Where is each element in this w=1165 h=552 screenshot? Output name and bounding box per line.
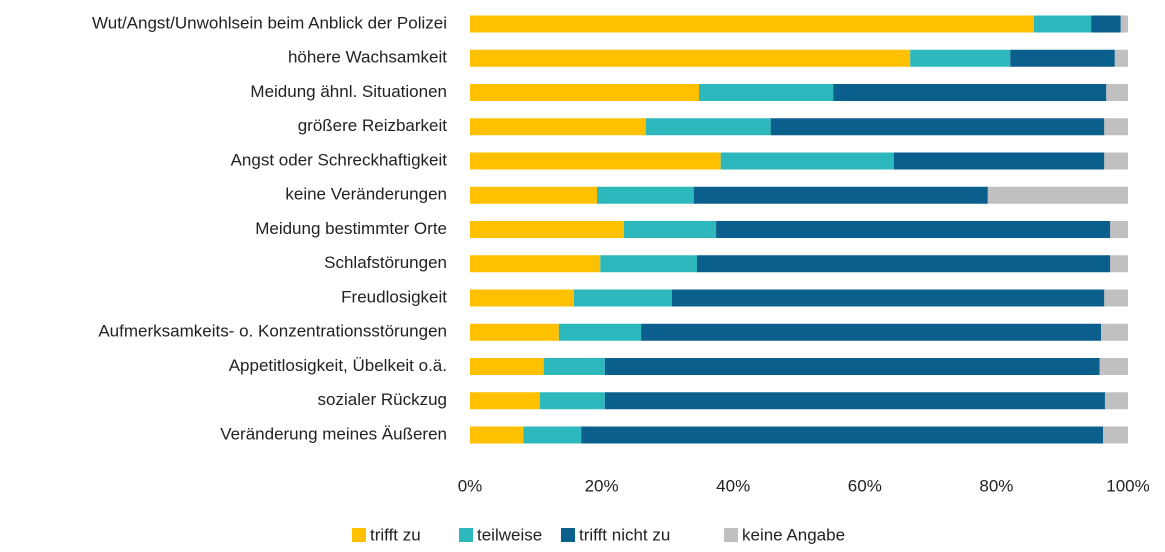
- bar-segment: [694, 187, 988, 204]
- bar-segment: [910, 50, 1010, 67]
- bar-segment: [470, 16, 1034, 33]
- bar-segment: [1034, 16, 1091, 33]
- bar-segment: [470, 118, 646, 135]
- bar-segment: [646, 118, 771, 135]
- y-tick-label: keine Veränderungen: [285, 185, 447, 204]
- bar-segment: [1091, 16, 1121, 33]
- bar-segment: [470, 153, 721, 170]
- y-tick-label: Appetitlosigkeit, Übelkeit o.ä.: [229, 356, 447, 375]
- bar-segment: [1105, 392, 1128, 409]
- legend-swatch: [459, 528, 473, 542]
- bar-segment: [624, 221, 716, 238]
- bar-segment: [716, 221, 1110, 238]
- bar-segment: [1101, 324, 1128, 341]
- bar-segment: [721, 153, 894, 170]
- bar-segment: [470, 50, 910, 67]
- y-tick-label: Angst oder Schreckhaftigkeit: [231, 150, 448, 169]
- bar-segment: [470, 255, 600, 272]
- bar-segment: [470, 324, 559, 341]
- bar-segment: [1121, 16, 1128, 33]
- bar-segment: [699, 84, 833, 101]
- bar-segment: [470, 358, 544, 375]
- bar-segment: [641, 324, 1101, 341]
- y-tick-label: Aufmerksamkeits- o. Konzentrationsstörun…: [98, 322, 447, 341]
- bar-segment: [470, 290, 574, 307]
- bar-segment: [470, 84, 699, 101]
- y-tick-label: sozialer Rückzug: [318, 390, 447, 409]
- bar-segment: [672, 290, 1104, 307]
- bar-segment: [600, 255, 697, 272]
- bar-segment: [771, 118, 1105, 135]
- chart: 0% 20% 40% 60% 80% 100% Wut/Angst/Unwohlsein b…: [0, 0, 1165, 552]
- bar-segment: [697, 255, 1110, 272]
- bar-segment: [470, 392, 540, 409]
- legend-swatch: [352, 528, 366, 542]
- y-tick-label: Meidung ähnl. Situationen: [250, 82, 447, 101]
- y-tick-label: Meidung bestimmter Orte: [255, 219, 447, 238]
- bar-segment: [1104, 153, 1128, 170]
- bar-segment: [833, 84, 1106, 101]
- x-tick-label: 60%: [848, 476, 882, 495]
- legend-label: trifft zu: [370, 525, 421, 544]
- bar-segment: [1110, 255, 1128, 272]
- legend-label: trifft nicht zu: [579, 525, 670, 544]
- x-tick-label: 40%: [716, 476, 750, 495]
- bar-segment: [597, 187, 694, 204]
- bar-segment: [988, 187, 1128, 204]
- bar-segment: [540, 392, 605, 409]
- bar-segment: [470, 427, 523, 444]
- legend-label: teilweise: [477, 525, 542, 544]
- bar-segment: [1110, 221, 1128, 238]
- bar-segment: [470, 221, 624, 238]
- x-tick-label: 0%: [458, 476, 483, 495]
- x-tick-label: 80%: [979, 476, 1013, 495]
- bar-segment: [1103, 427, 1128, 444]
- bar-segment: [523, 427, 581, 444]
- y-tick-label: Freudlosigkeit: [341, 287, 447, 306]
- bar-segment: [605, 392, 1105, 409]
- x-tick-label: 100%: [1106, 476, 1149, 495]
- y-tick-label: Schlafstörungen: [324, 253, 447, 272]
- bar-segment: [1104, 290, 1128, 307]
- y-tick-label: Veränderung meines Äußeren: [220, 424, 447, 443]
- legend-swatch: [561, 528, 575, 542]
- legend-swatch: [724, 528, 738, 542]
- y-tick-label: Wut/Angst/Unwohlsein beim Anblick der Po…: [92, 13, 447, 32]
- y-tick-label: höhere Wachsamkeit: [288, 48, 447, 67]
- bar-segment: [605, 358, 1100, 375]
- x-tick-label: 20%: [585, 476, 619, 495]
- bar-segment: [1115, 50, 1128, 67]
- bar-segment: [559, 324, 641, 341]
- bar-segment: [1104, 118, 1128, 135]
- bar-segment: [1106, 84, 1128, 101]
- bar-segment: [1010, 50, 1115, 67]
- legend-label: keine Angabe: [742, 525, 845, 544]
- bar-segment: [574, 290, 672, 307]
- bar-segment: [1100, 358, 1128, 375]
- bar-segment: [581, 427, 1103, 444]
- bar-segment: [544, 358, 605, 375]
- bar-segment: [894, 153, 1105, 170]
- y-tick-label: größere Reizbarkeit: [298, 116, 448, 135]
- bar-segment: [470, 187, 597, 204]
